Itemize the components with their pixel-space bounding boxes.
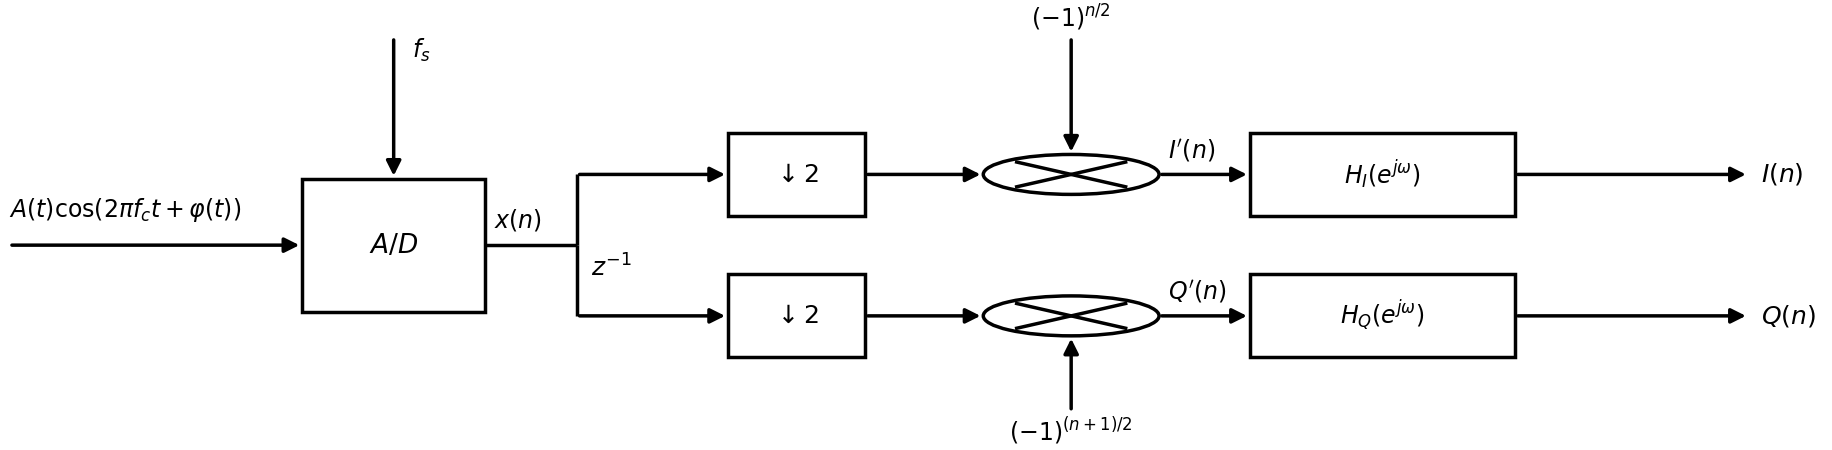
Text: $A/D$: $A/D$: [368, 232, 418, 258]
Bar: [727, 133, 865, 216]
Text: $x(n)$: $x(n)$: [495, 207, 542, 233]
Bar: [1249, 133, 1515, 216]
Text: $H_I(e^{j\omega})$: $H_I(e^{j\omega})$: [1345, 158, 1420, 191]
Text: $H_Q(e^{j\omega})$: $H_Q(e^{j\omega})$: [1341, 298, 1425, 333]
Text: $I(n)$: $I(n)$: [1762, 162, 1805, 188]
Text: $Q'(n)$: $Q'(n)$: [1169, 279, 1227, 306]
Text: $(-1)^{n/2}$: $(-1)^{n/2}$: [1031, 3, 1110, 33]
Text: $\downarrow 2$: $\downarrow 2$: [773, 162, 819, 186]
Text: $I'(n)$: $I'(n)$: [1169, 137, 1215, 164]
Text: $\downarrow 2$: $\downarrow 2$: [773, 304, 819, 328]
Bar: [727, 274, 865, 357]
Text: $z^{-1}$: $z^{-1}$: [592, 254, 632, 282]
Text: $f_s$: $f_s$: [412, 37, 431, 64]
Bar: [1249, 274, 1515, 357]
Text: $A(t)\cos(2\pi f_c t + \varphi(t))$: $A(t)\cos(2\pi f_c t + \varphi(t))$: [9, 196, 242, 225]
Text: $Q(n)$: $Q(n)$: [1762, 303, 1816, 329]
Text: $(-1)^{(n+1)/2}$: $(-1)^{(n+1)/2}$: [1009, 416, 1132, 447]
Bar: [302, 179, 485, 312]
